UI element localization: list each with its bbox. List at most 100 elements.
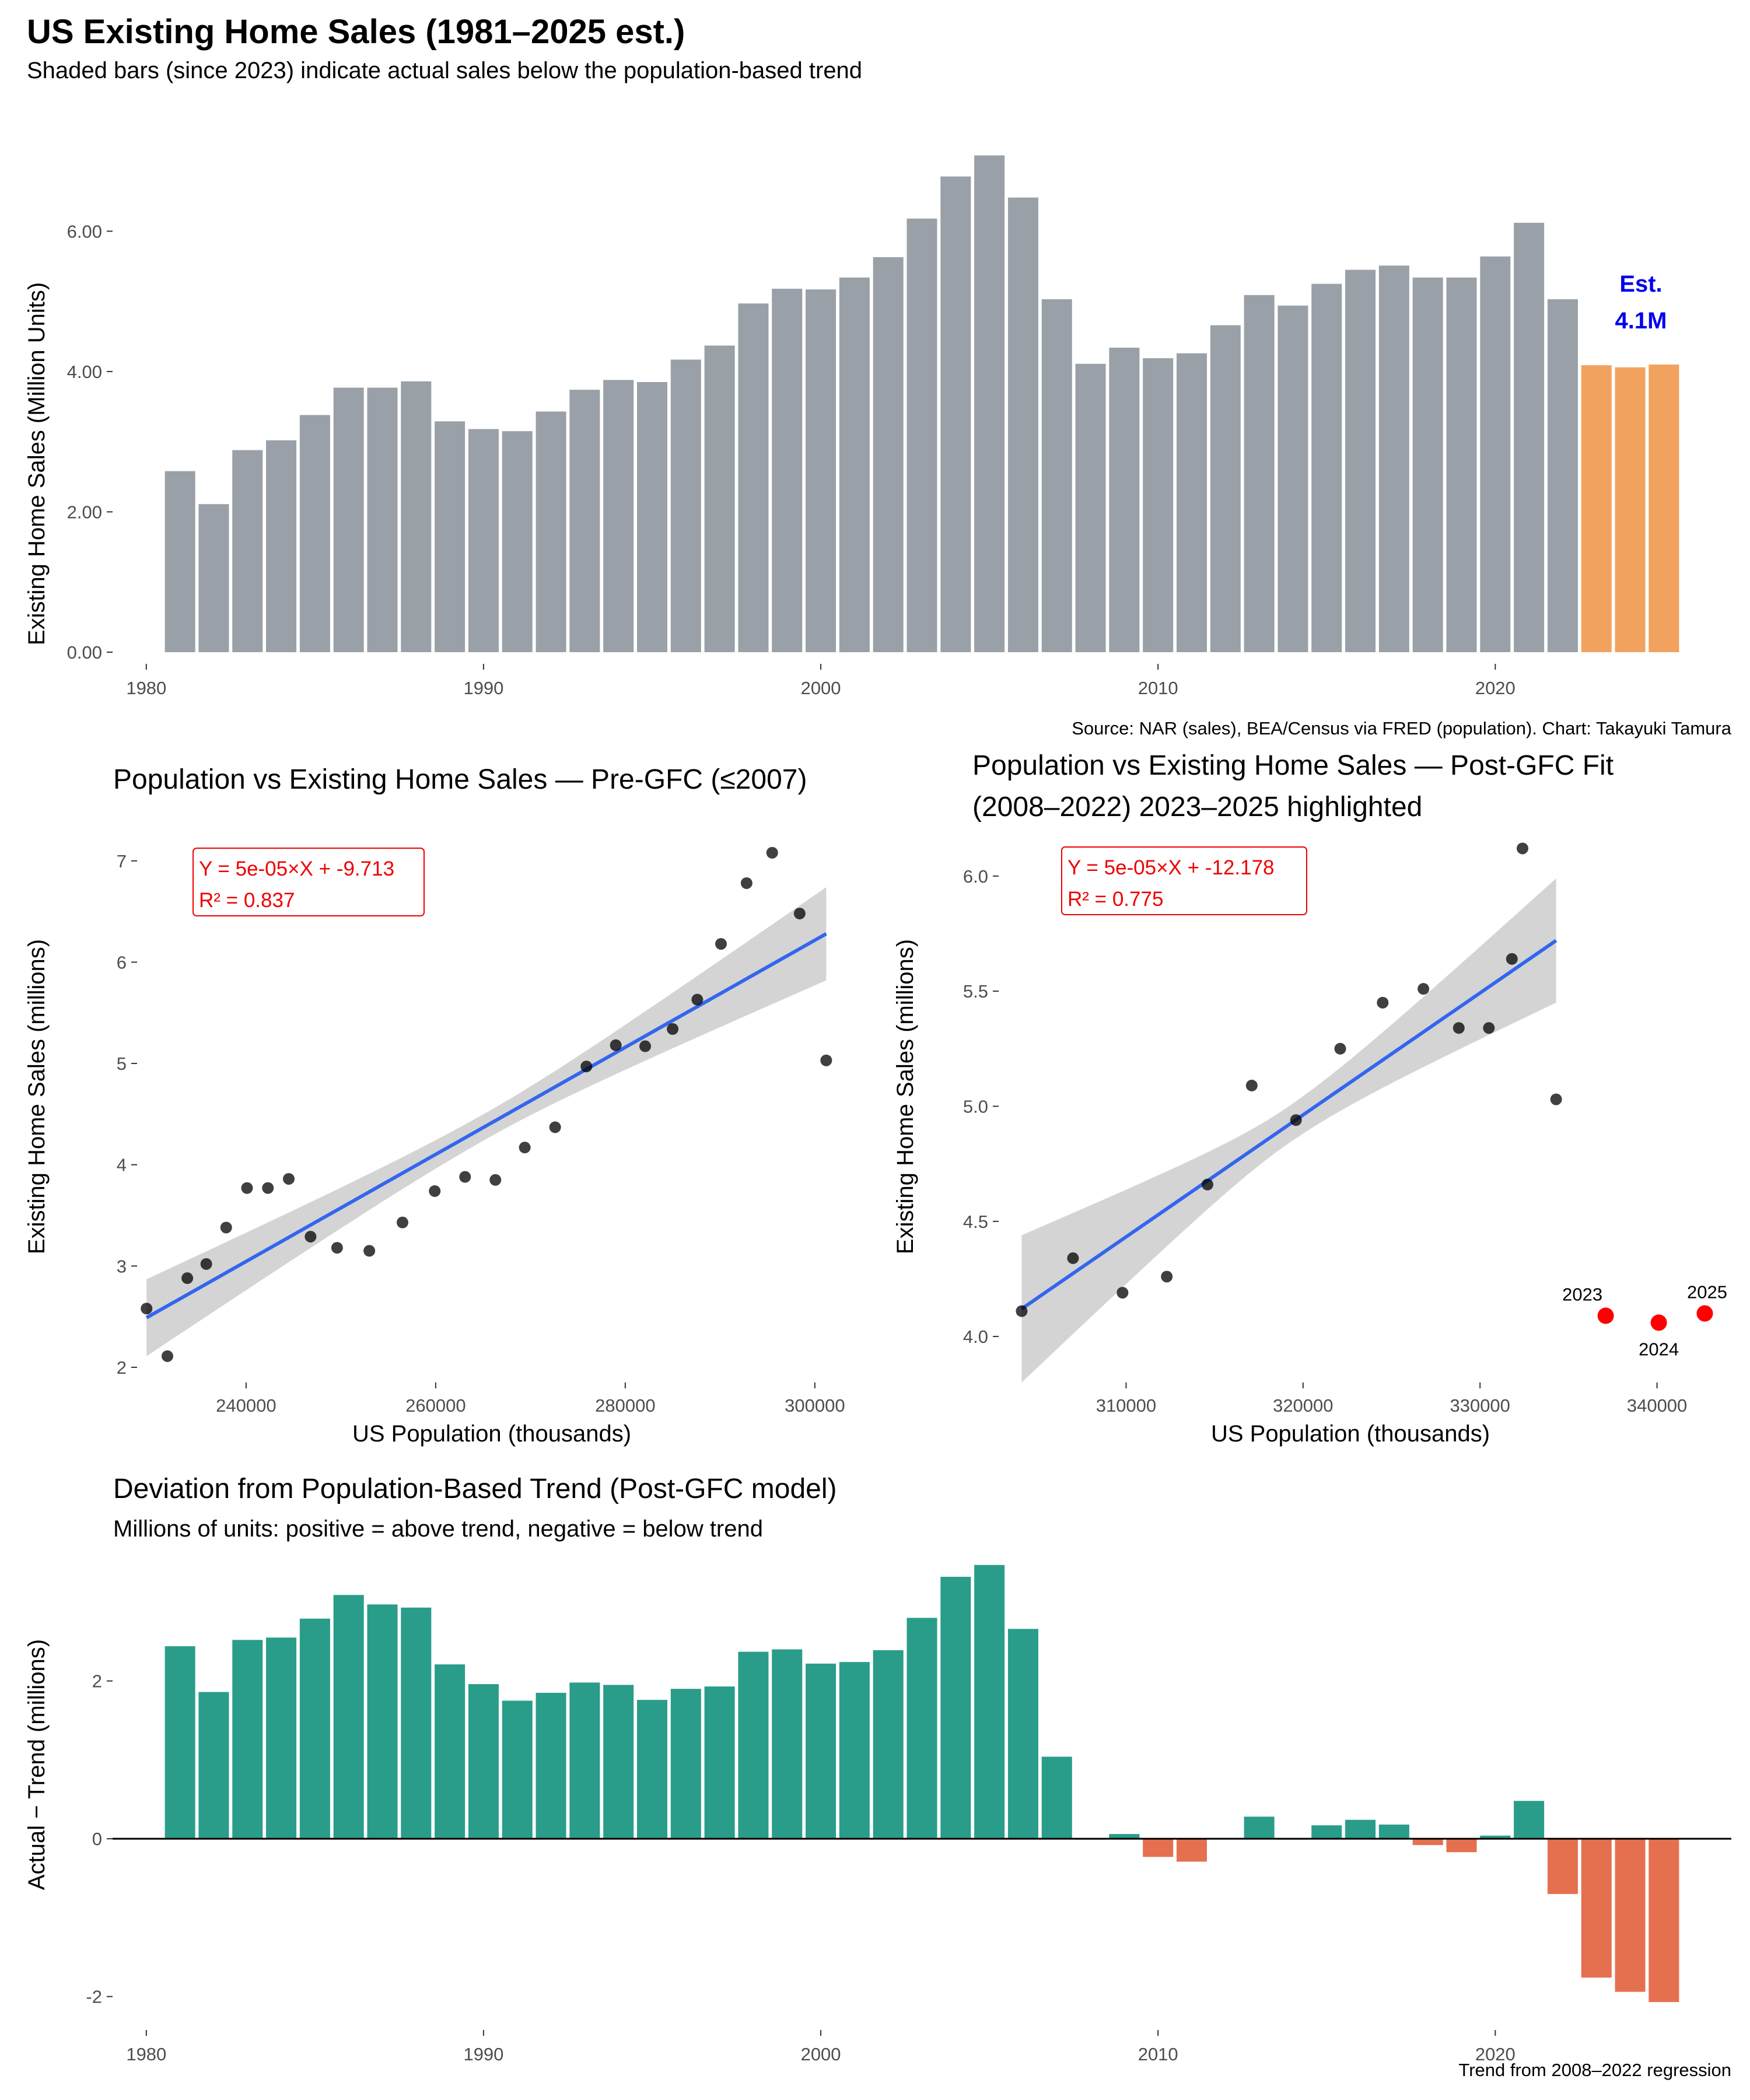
deviation-bar-2007 [1041,1756,1072,1839]
post-gfc-highlight-label-2024: 2024 [1639,1339,1679,1359]
pre-gfc-point [489,1174,502,1186]
deviation-bar-1986 [333,1595,364,1839]
deviation-bar-2017 [1378,1824,1409,1839]
sales-bar-1993 [569,390,600,652]
deviation-bar-2020 [1480,1835,1511,1839]
post-gfc-point [1201,1178,1213,1191]
post-gfc-point [1116,1287,1129,1299]
sales-bar-1997 [704,345,735,652]
pre-gfc-point [610,1039,622,1051]
sales-bar-2008 [1075,363,1106,652]
sales-bar-2019 [1446,277,1477,652]
deviation-bar-2002 [873,1650,904,1839]
post-gfc-x-tick-label: 320000 [1273,1395,1333,1416]
pre-gfc-y-tick-label: 3 [117,1256,127,1276]
sales-bar-2002 [873,257,904,652]
sales-bar-2014 [1278,305,1308,652]
post-gfc-y-tick-label: 5.0 [963,1096,988,1116]
deviation-bar-2000 [806,1663,836,1839]
pre-gfc-fit-line [145,932,827,1320]
deviation-bar-2015 [1311,1825,1342,1839]
sales-bar-1981 [164,471,195,652]
deviation-bar-1991 [502,1700,533,1839]
estimate-annotation-line2: 4.1M [1615,308,1667,334]
estimate-annotation-line1: Est. [1619,271,1662,297]
post-gfc-point [1550,1093,1562,1105]
pre-gfc-point [667,1023,679,1035]
pre-gfc-point [715,938,727,950]
post-gfc-x-tick-label: 340000 [1627,1395,1687,1416]
pre-gfc-x-tick-label: 260000 [405,1395,466,1416]
deviation-bar-1999 [772,1649,803,1839]
sales-bar-2011 [1176,353,1208,652]
post-gfc-x-label: US Population (thousands) [1211,1421,1490,1447]
sales-bar-2010 [1143,358,1174,652]
deviation-x-tick-label: 2000 [801,2044,841,2064]
sales-x-tick-label: 2000 [801,678,841,698]
sales-bar-1991 [502,431,533,652]
deviation-bar-2005 [974,1564,1005,1839]
post-gfc-y-label: Existing Home Sales (millions) [892,939,918,1254]
sales-bar-chart: 0.00 2.00 4.00 6.00 1980 1990 2000 2010 2020 Exi… [24,155,1732,738]
pre-gfc-point [397,1216,408,1228]
sales-bar-2016 [1345,270,1376,652]
pre-gfc-x-tick-label: 300000 [785,1395,845,1416]
deviation-bar-1990 [468,1684,499,1839]
post-gfc-subtitle: (2008–2022) 2023–2025 highlighted [972,792,1422,822]
sales-bar-2001 [839,277,870,652]
sales-caption: Source: NAR (sales), BEA/Census via FRED… [1072,718,1732,738]
deviation-title: Deviation from Population-Based Trend (P… [113,1474,837,1504]
post-gfc-point [1161,1270,1173,1283]
pre-gfc-y-tick-label: 5 [117,1054,127,1074]
deviation-bar-2025 [1648,1839,1679,2003]
sales-bar-2021 [1514,222,1545,652]
deviation-bars [164,1564,1679,2003]
sales-bar-1996 [670,359,701,652]
sales-bar-1998 [738,303,769,652]
post-gfc-point [1067,1252,1079,1264]
sales-y-label: Existing Home Sales (Million Units) [24,282,50,645]
deviation-bar-2010 [1143,1839,1174,1857]
sales-bar-1990 [468,429,499,652]
pre-gfc-point [429,1185,441,1197]
pre-gfc-point [363,1245,376,1257]
pre-gfc-point [820,1054,832,1066]
post-gfc-point [1483,1022,1495,1034]
post-gfc-point [1506,953,1518,965]
deviation-x-tick-label: 1980 [126,2044,166,2064]
sales-axes: 0.00 2.00 4.00 6.00 1980 1990 2000 2010 2020 [67,221,1516,698]
deviation-bar-1989 [435,1664,466,1839]
sales-x-tick-label: 1990 [463,678,503,698]
pre-gfc-point [220,1222,232,1234]
pre-gfc-x-tick-label: 280000 [595,1395,655,1416]
post-gfc-y-tick-label: 5.5 [963,981,988,1002]
pre-gfc-point [793,908,806,920]
sales-bar-1994 [603,380,634,652]
sales-bar-2013 [1244,295,1275,652]
deviation-x-tick-label: 2010 [1138,2044,1178,2064]
pre-gfc-equation-box [192,848,425,916]
sales-bar-1995 [636,382,668,652]
deviation-x-tick-label: 2020 [1475,2044,1516,2064]
pre-gfc-point [283,1172,295,1185]
page-subtitle: Shaded bars (since 2023) indicate actual… [27,58,863,83]
sales-bar-1999 [772,288,803,652]
pre-gfc-point [519,1142,531,1154]
sales-bar-2020 [1480,256,1511,652]
pre-gfc-x-tick-label: 240000 [216,1395,276,1416]
deviation-bar-1997 [704,1686,735,1839]
deviation-bar-1982 [198,1692,229,1839]
pre-gfc-point [241,1182,253,1194]
sales-x-tick-label: 1980 [126,678,166,698]
page-title: US Existing Home Sales (1981–2025 est.) [27,13,685,51]
sales-bar-2018 [1412,277,1443,652]
sales-y-tick-label: 6.00 [67,221,102,242]
sales-bar-2023 [1581,365,1612,652]
pre-gfc-point [304,1230,317,1242]
pre-gfc-y-tick-label: 2 [117,1357,127,1378]
deviation-caption: Trend from 2008–2022 regression [1458,2060,1731,2080]
deviation-bar-1996 [670,1689,701,1839]
post-gfc-y-tick-label: 4.0 [963,1326,988,1347]
sales-bar-2004 [940,176,971,652]
post-gfc-y-tick-label: 6.0 [963,866,988,887]
